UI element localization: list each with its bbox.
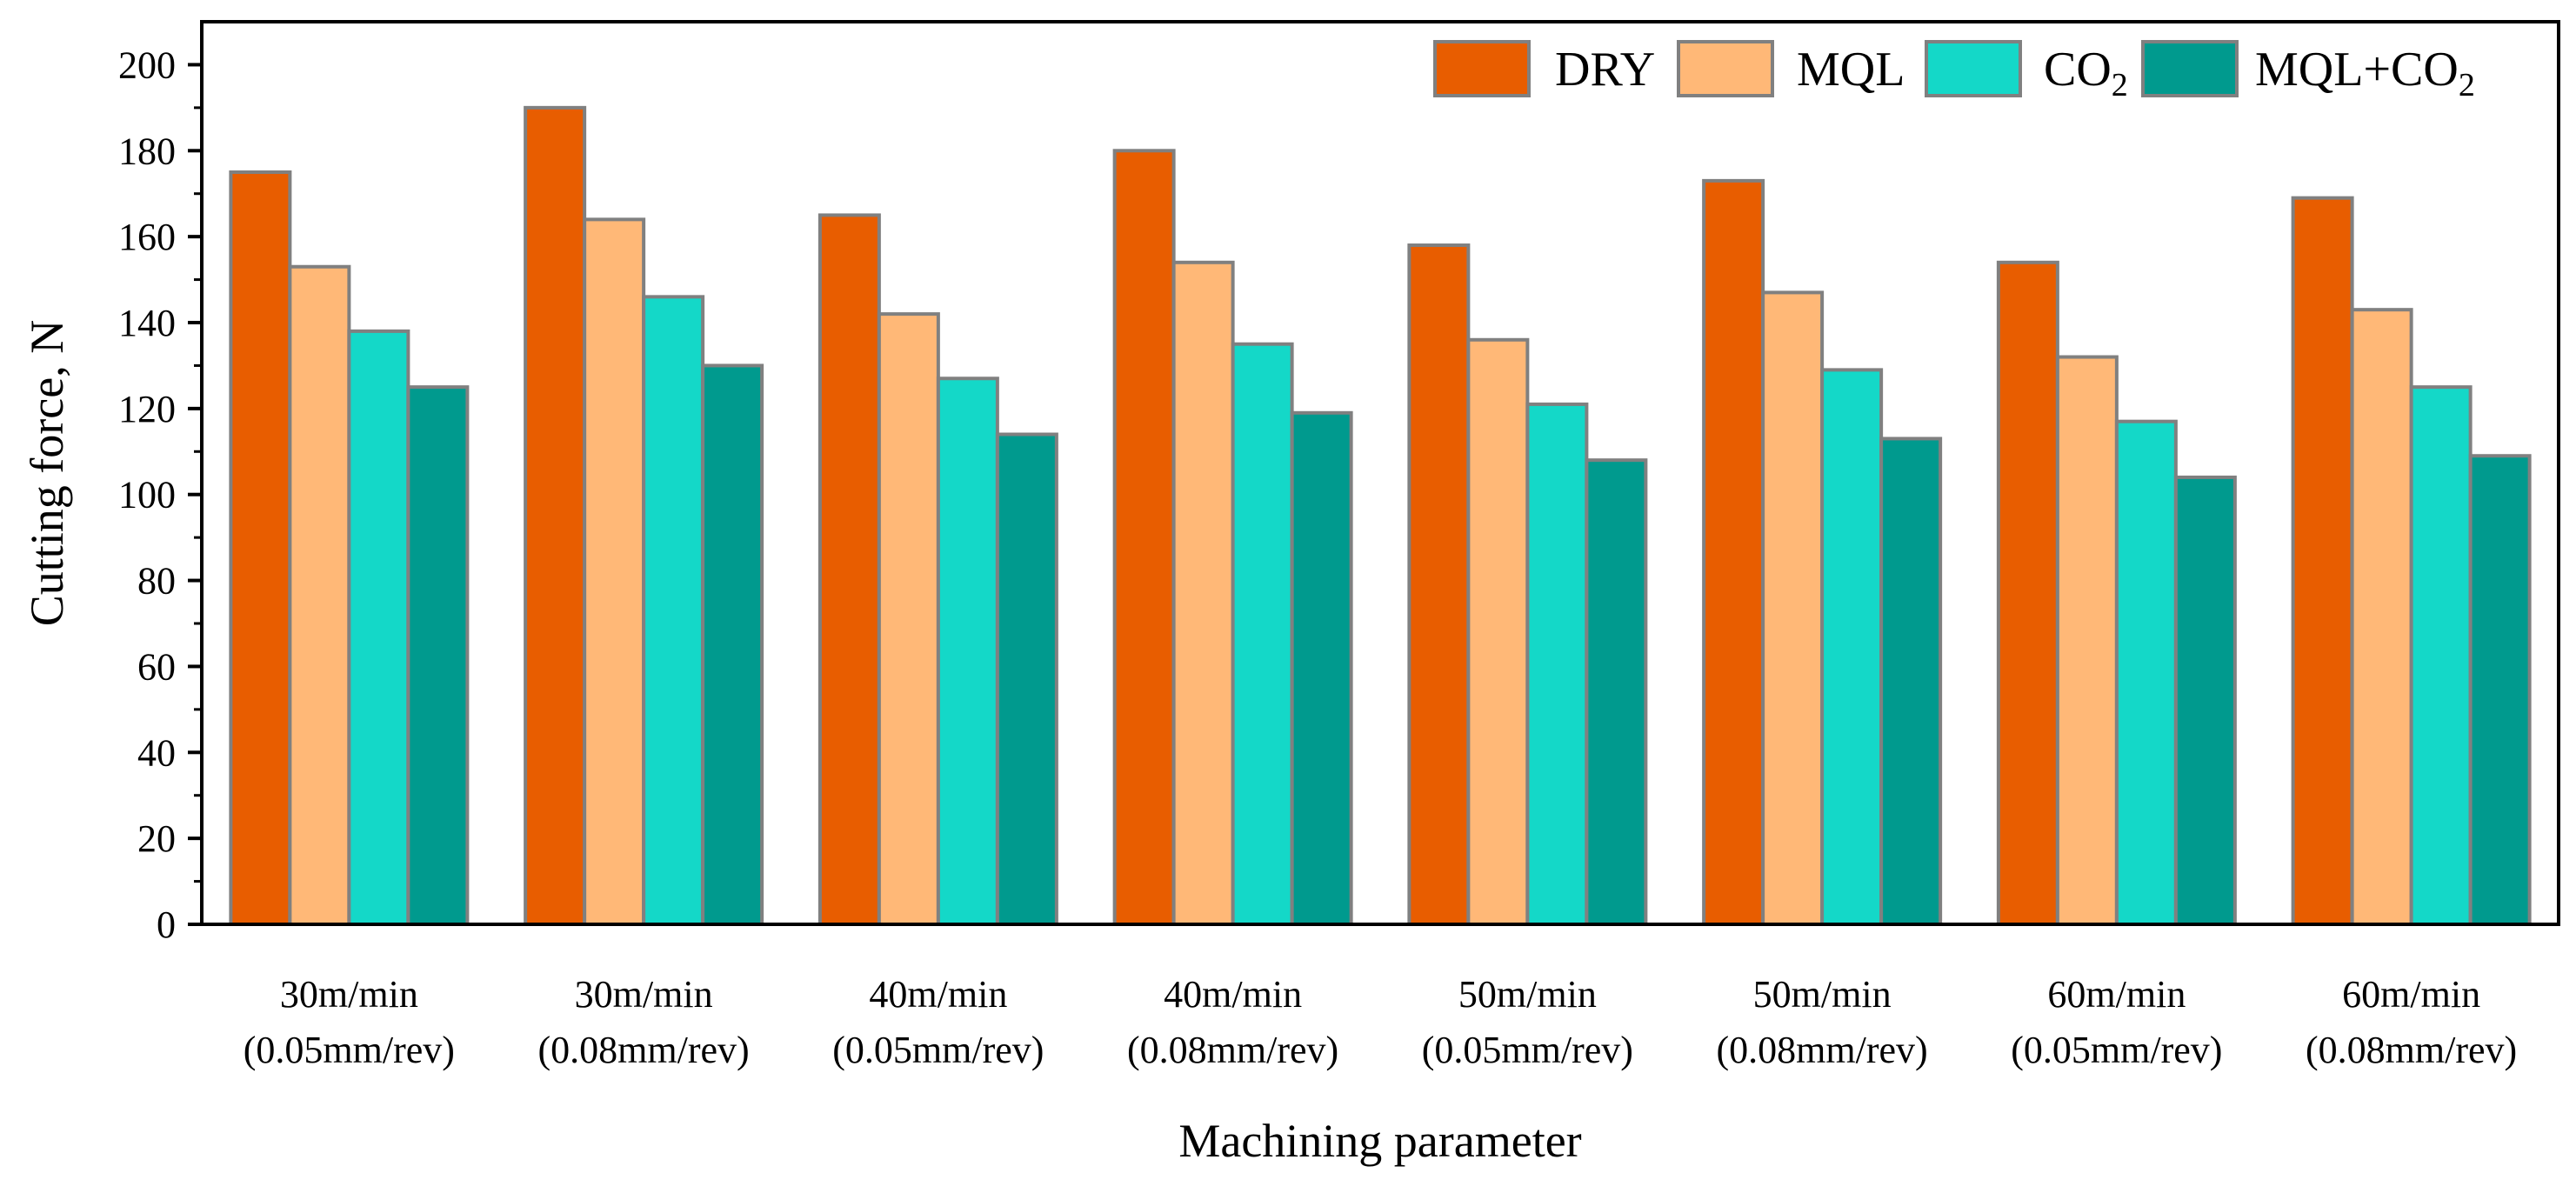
y-tick-label: 60	[137, 645, 176, 688]
bar-dry-2	[524, 105, 587, 927]
bar-dry-5	[1407, 243, 1471, 926]
bar-dry-6	[1702, 178, 1765, 926]
x-category-label-line1: 40m/min	[869, 973, 1007, 1016]
bar-mql-1	[288, 264, 351, 926]
bar-dry-8	[2291, 196, 2354, 926]
bar-mql-7	[2055, 355, 2119, 926]
y-tick-label: 120	[118, 388, 176, 430]
bar-mql-co2-1	[406, 385, 470, 926]
y-tick-label: 200	[118, 43, 176, 86]
legend-swatch-dry	[1433, 40, 1531, 97]
bar-co2-2	[642, 295, 705, 927]
bar-mql-co2-7	[2173, 475, 2237, 926]
x-category-label-line1: 50m/min	[1458, 973, 1597, 1016]
x-axis-title: Machining parameter	[1178, 1115, 1581, 1167]
x-category-label-line1: 50m/min	[1753, 973, 1892, 1016]
y-tick-label: 40	[137, 731, 176, 774]
legend-label-mql-co2: MQL+CO2	[2255, 43, 2475, 103]
bar-co2-7	[2114, 419, 2178, 926]
legend-swatch-co2	[1925, 40, 2022, 97]
legend-label-dry: DRY	[1555, 43, 1655, 97]
y-tick-label: 140	[118, 302, 176, 344]
legend-swatch-mql-co2	[2141, 40, 2239, 97]
bar-dry-4	[1112, 149, 1176, 927]
bar-co2-4	[1231, 342, 1294, 926]
x-category-label-line2: (0.08mm/rev)	[1127, 1029, 1338, 1071]
bar-mql-co2-8	[2468, 454, 2532, 926]
bars-layer	[229, 105, 2532, 927]
x-axis: 30m/min (0.05mm/rev) 30m/min (0.08mm/rev) 40…	[244, 973, 2517, 1071]
x-category-label-line1: 60m/min	[2342, 973, 2480, 1016]
legend-label-co2: CO2	[2044, 43, 2128, 103]
plot-frame	[200, 20, 2560, 926]
bar-mql-3	[877, 312, 940, 927]
bar-mql-2	[583, 217, 646, 927]
bar-mql-8	[2350, 308, 2413, 926]
bar-dry-7	[1996, 260, 2059, 926]
x-category-label-line1: 30m/min	[280, 973, 418, 1016]
bar-mql-co2-2	[701, 363, 764, 926]
bar-mql-co2-6	[1879, 437, 1943, 926]
bar-co2-8	[2409, 385, 2473, 926]
x-category-label-line1: 60m/min	[2047, 973, 2186, 1016]
x-category-label-line1: 40m/min	[1164, 973, 1302, 1016]
x-category-label-line2: (0.08mm/rev)	[2306, 1029, 2517, 1071]
bar-mql-6	[1761, 290, 1825, 926]
x-category-label-line2: (0.05mm/rev)	[832, 1029, 1044, 1071]
y-tick-label: 100	[118, 474, 176, 517]
x-category-label-line2: (0.05mm/rev)	[2011, 1029, 2222, 1071]
bar-co2-6	[1820, 368, 1884, 927]
bar-co2-1	[347, 329, 410, 926]
bar-mql-co2-5	[1585, 458, 1648, 926]
bar-mql-co2-3	[995, 432, 1058, 926]
legend: DRY MQL CO2 MQL+CO2	[1433, 40, 2475, 103]
x-category-label-line2: (0.05mm/rev)	[244, 1029, 455, 1071]
y-tick-label: 160	[118, 216, 176, 258]
y-tick-label: 80	[137, 560, 176, 603]
bar-mql-co2-4	[1290, 410, 1353, 926]
bar-mql-5	[1466, 337, 1530, 926]
bar-dry-1	[229, 170, 292, 926]
x-category-label-line2: (0.08mm/rev)	[538, 1029, 750, 1071]
x-category-label-line2: (0.08mm/rev)	[1717, 1029, 1928, 1071]
y-axis: 0 20 40 60 80 100 120 140 160 180 200	[118, 43, 202, 946]
x-category-label-line1: 30m/min	[575, 973, 713, 1016]
y-axis-title: Cutting force, N	[21, 320, 73, 626]
y-tick-label: 20	[137, 817, 176, 860]
bar-mql-4	[1171, 260, 1235, 926]
y-tick-label: 0	[157, 903, 176, 946]
bar-co2-5	[1525, 402, 1589, 926]
x-category-label-line2: (0.05mm/rev)	[1422, 1029, 1633, 1071]
bar-co2-3	[936, 377, 999, 926]
legend-label-mql: MQL	[1797, 43, 1905, 97]
legend-swatch-mql	[1677, 40, 1774, 97]
bar-dry-3	[818, 213, 881, 926]
y-tick-label: 180	[118, 130, 176, 172]
